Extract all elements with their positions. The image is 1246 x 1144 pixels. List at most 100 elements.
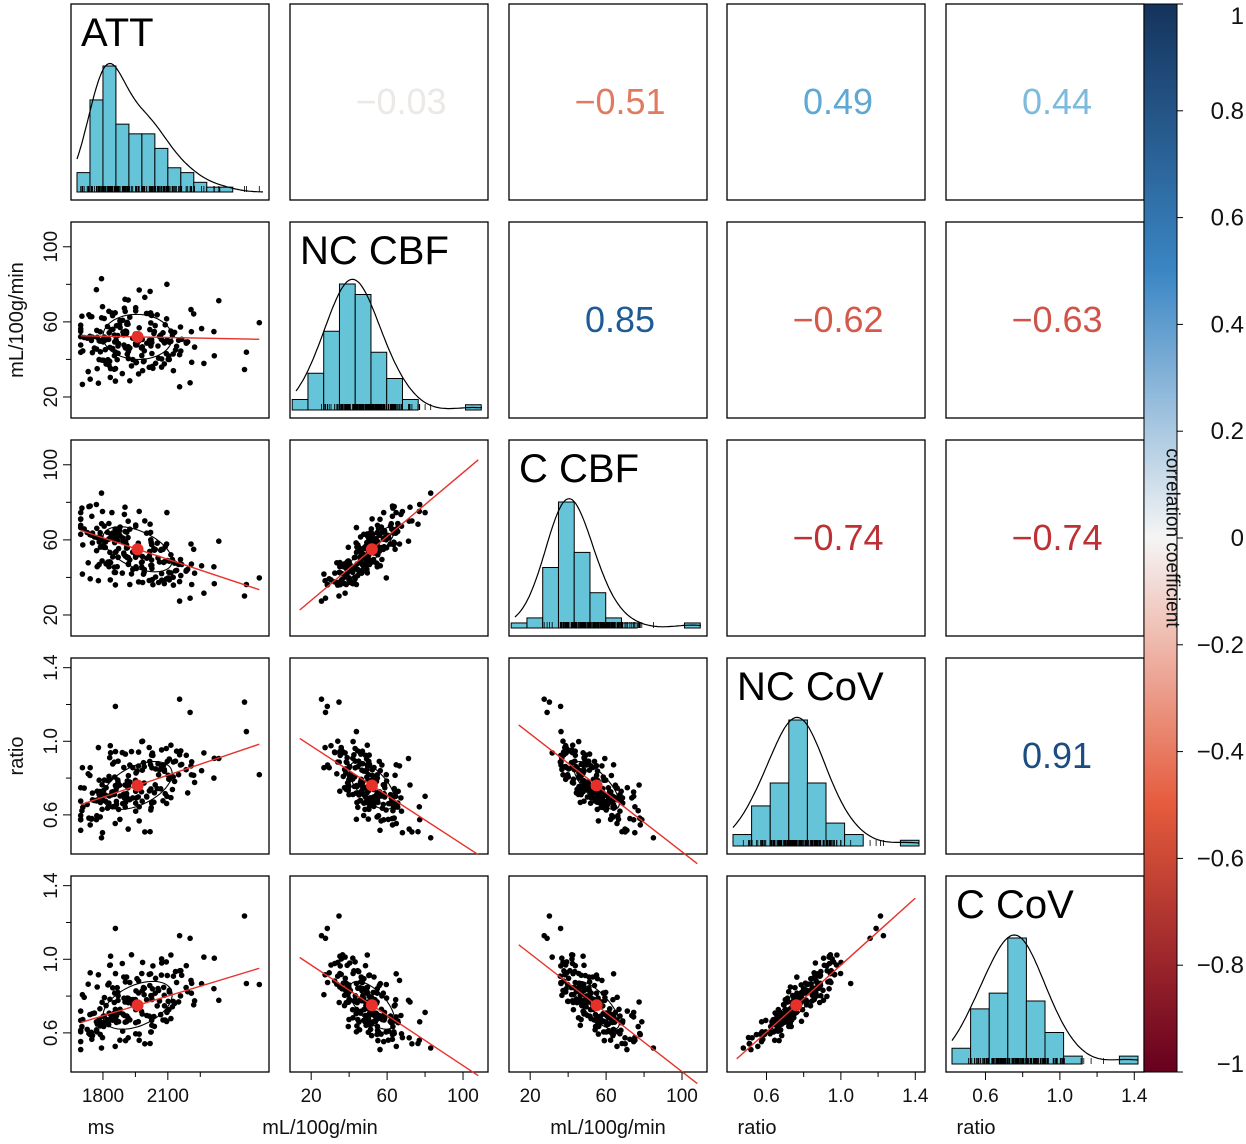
data-point (149, 576, 156, 583)
data-point (338, 956, 345, 962)
data-point (188, 541, 194, 547)
data-point (211, 564, 217, 570)
data-point (111, 564, 118, 570)
data-point (617, 808, 623, 814)
data-point (256, 771, 263, 778)
data-point (383, 545, 390, 551)
data-point (755, 1043, 761, 1050)
data-point (148, 786, 154, 792)
data-point (148, 320, 154, 326)
data-point (89, 790, 96, 796)
mean-point (131, 999, 144, 1012)
data-point (572, 752, 579, 759)
data-point (256, 319, 263, 326)
data-point (142, 518, 148, 524)
data-point (77, 322, 84, 329)
data-point (350, 738, 356, 745)
data-point (345, 782, 352, 788)
data-point (138, 559, 145, 566)
data-point (188, 759, 195, 765)
panel-frame (726, 3, 926, 201)
data-point (366, 972, 373, 978)
data-point (154, 312, 160, 318)
data-point (321, 991, 327, 998)
data-point (794, 974, 800, 980)
data-point (79, 571, 86, 577)
data-point (377, 767, 384, 774)
data-point (650, 1045, 657, 1051)
data-point (587, 800, 594, 806)
data-point (778, 1032, 785, 1039)
y-tick-label: 60 (41, 311, 62, 332)
data-point (166, 569, 172, 576)
data-point (198, 563, 205, 569)
histogram-bar (1007, 937, 1027, 1065)
data-point (112, 1043, 118, 1050)
x-axis-5: 0.6 1.0 1.4 ratio (957, 1072, 1148, 1139)
correlation-label: 0.85 (585, 299, 655, 340)
data-point (136, 287, 142, 293)
x-axis-title: ratio (738, 1117, 777, 1139)
data-point (570, 970, 576, 977)
data-point (147, 828, 153, 835)
data-point (586, 985, 592, 991)
data-point (147, 1040, 153, 1047)
data-point (99, 999, 105, 1006)
histogram-bar (526, 617, 544, 629)
data-point (147, 982, 153, 989)
data-point (148, 557, 155, 563)
panel-3-1: 20 60 100 (41, 439, 270, 637)
data-point (586, 751, 593, 757)
histogram-bar (338, 283, 356, 411)
data-point (152, 975, 159, 982)
data-point (399, 508, 406, 515)
data-point (390, 807, 396, 814)
data-point (113, 1017, 119, 1023)
data-point (148, 1029, 154, 1035)
data-point (183, 962, 190, 969)
data-point (335, 959, 341, 966)
panel-frame (945, 3, 1145, 201)
mean-point (131, 543, 144, 556)
data-point (544, 935, 550, 942)
data-point (771, 1037, 778, 1044)
data-point (163, 959, 170, 965)
data-point (396, 763, 403, 769)
data-point (112, 782, 119, 789)
data-point (378, 793, 385, 799)
data-point (379, 556, 385, 563)
data-point (190, 546, 197, 553)
data-point (99, 558, 105, 564)
data-point (398, 808, 405, 814)
data-point (561, 968, 567, 974)
data-point (163, 745, 170, 752)
data-point (824, 993, 830, 1000)
data-point (595, 1031, 602, 1037)
data-point (383, 981, 390, 988)
data-point (353, 728, 360, 735)
data-point (155, 772, 162, 778)
data-point (87, 576, 93, 582)
histogram-bar (573, 551, 591, 629)
data-point (107, 953, 114, 959)
data-point (87, 1031, 93, 1038)
data-point (409, 829, 415, 835)
data-point (201, 590, 207, 596)
data-point (322, 709, 329, 716)
data-point (109, 985, 116, 991)
data-point (140, 358, 147, 365)
data-point (94, 1021, 101, 1027)
data-point (345, 787, 352, 794)
data-point (614, 820, 620, 827)
histogram-bar (769, 782, 790, 847)
data-point (139, 579, 146, 586)
data-point (372, 799, 379, 805)
fit-line (80, 335, 260, 340)
data-point (811, 974, 818, 980)
data-point (606, 788, 613, 795)
data-point (87, 970, 93, 976)
histogram-bar (291, 399, 309, 411)
data-point (107, 374, 114, 381)
data-point (128, 571, 135, 577)
